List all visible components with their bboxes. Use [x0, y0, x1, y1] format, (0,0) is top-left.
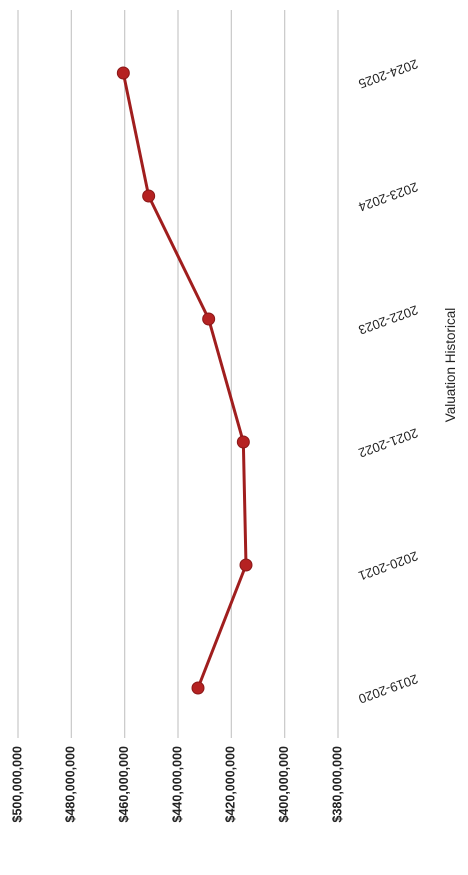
data-point	[191, 681, 205, 695]
gridlines	[17, 10, 339, 738]
y-tick-label: $400,000,000	[277, 746, 291, 823]
data-point	[116, 66, 130, 80]
data-point	[202, 312, 216, 326]
y-tick-label: $380,000,000	[330, 746, 344, 823]
y-tick-label: $500,000,000	[10, 746, 24, 823]
y-tick-labels: $500,000,000 $480,000,000 $460,000,000 $440…	[10, 746, 344, 823]
y-tick-label: $480,000,000	[64, 746, 78, 823]
series-line	[121, 72, 248, 689]
data-point	[236, 435, 250, 449]
data-points	[116, 66, 253, 695]
y-tick-label: $420,000,000	[224, 746, 238, 823]
data-point	[239, 558, 253, 572]
y-tick-label: $460,000,000	[117, 746, 131, 823]
series-line-path	[121, 72, 248, 689]
y-tick-label: $440,000,000	[170, 746, 184, 823]
data-point	[142, 189, 156, 203]
x-axis-title: Valuation Historical	[443, 308, 458, 423]
